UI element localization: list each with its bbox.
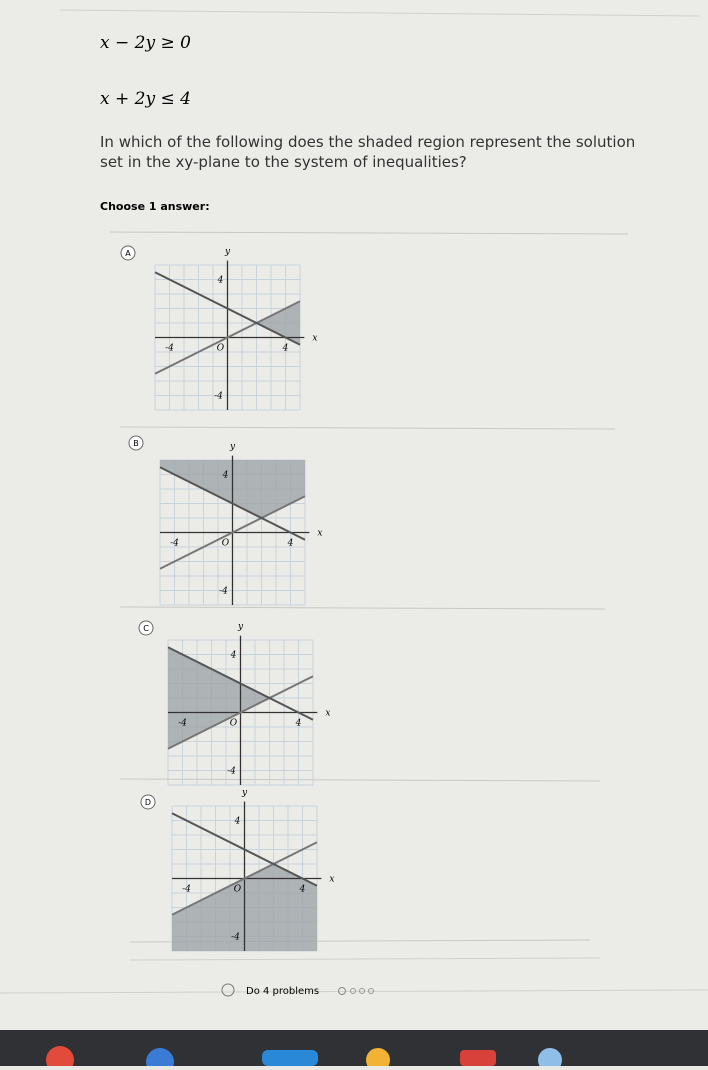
tick-label: -4 [214,392,223,402]
question: In which of the following does the shade… [100,133,636,171]
tick-label: 4 [295,719,302,729]
boundary-line [159,466,306,541]
boundary-line [171,812,318,887]
taskbar-icons[interactable] [46,1046,562,1070]
separator [119,606,606,610]
tick-label: -4 [227,767,236,777]
top-rule [59,9,701,17]
option-radio[interactable] [138,620,154,636]
tick-label: 4 [282,344,289,354]
tick-label: O [230,719,238,729]
tick-label: 4 [217,276,224,286]
inequality: x + 2y ≤ 4 [100,89,191,109]
progress-text: Do 4 problems [246,986,319,997]
inequality: x − 2y ≥ 0 [100,33,191,53]
axis-label: x [325,709,330,719]
axis-label: x [312,334,317,344]
option-radio[interactable] [128,435,144,451]
tick-label: -4 [178,719,187,729]
boundary-line [154,271,301,346]
tick-label: -4 [165,344,174,354]
tick-label: O [222,539,230,549]
axis-label: x [317,529,322,539]
tick-label: O [234,885,242,895]
tick-label: -4 [219,587,228,597]
option-letter: D [145,798,151,807]
shaded-region [256,301,300,345]
option-radio[interactable] [120,245,136,261]
separator [0,989,708,994]
separator [109,231,629,235]
tick-label: -4 [231,933,240,943]
option-letter: A [125,249,131,258]
shaded-region [168,647,270,749]
tick-label: O [217,344,225,354]
tick-label: -4 [170,539,179,549]
tick-label: 4 [222,471,229,481]
boundary-line [167,675,314,750]
boundary-line [171,841,318,916]
tick-label: 4 [234,817,241,827]
option-letter: B [133,439,139,448]
answer-option: Dy x 4 -4 O 4 -4 [140,788,334,952]
question-box: In which of the following does the shade… [100,133,636,171]
boundary-line [154,300,301,375]
tick-label: 4 [299,885,306,895]
option-letter: C [143,624,149,633]
tick-label: -4 [182,885,191,895]
axis-label: x [329,875,334,885]
prompt: Choose 1 answer: [100,200,210,213]
boundary-line [167,646,314,721]
separator [129,957,601,961]
axis-label: y [237,622,244,632]
progress-icon [221,983,235,997]
axis-label: y [229,442,236,452]
option-radio[interactable] [140,794,156,810]
separator [119,426,616,430]
tick-label: 4 [230,651,237,661]
axis-label: y [241,788,248,798]
separator [119,778,601,782]
boundary-line [159,495,306,570]
axis-label: y [224,247,231,257]
tick-label: 4 [287,539,294,549]
taskbar [0,1030,708,1066]
progress-dots [338,987,374,995]
